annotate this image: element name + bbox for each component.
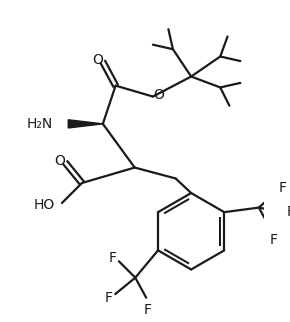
Text: H₂N: H₂N xyxy=(27,117,53,131)
Text: HO: HO xyxy=(33,198,55,212)
Text: O: O xyxy=(55,154,66,168)
Text: F: F xyxy=(286,205,290,219)
Text: O: O xyxy=(153,88,164,102)
Text: F: F xyxy=(109,251,117,265)
Text: F: F xyxy=(104,291,113,305)
Text: F: F xyxy=(144,303,152,317)
Text: O: O xyxy=(92,53,103,67)
Text: F: F xyxy=(269,233,278,247)
Polygon shape xyxy=(68,120,103,128)
Text: F: F xyxy=(279,181,287,194)
